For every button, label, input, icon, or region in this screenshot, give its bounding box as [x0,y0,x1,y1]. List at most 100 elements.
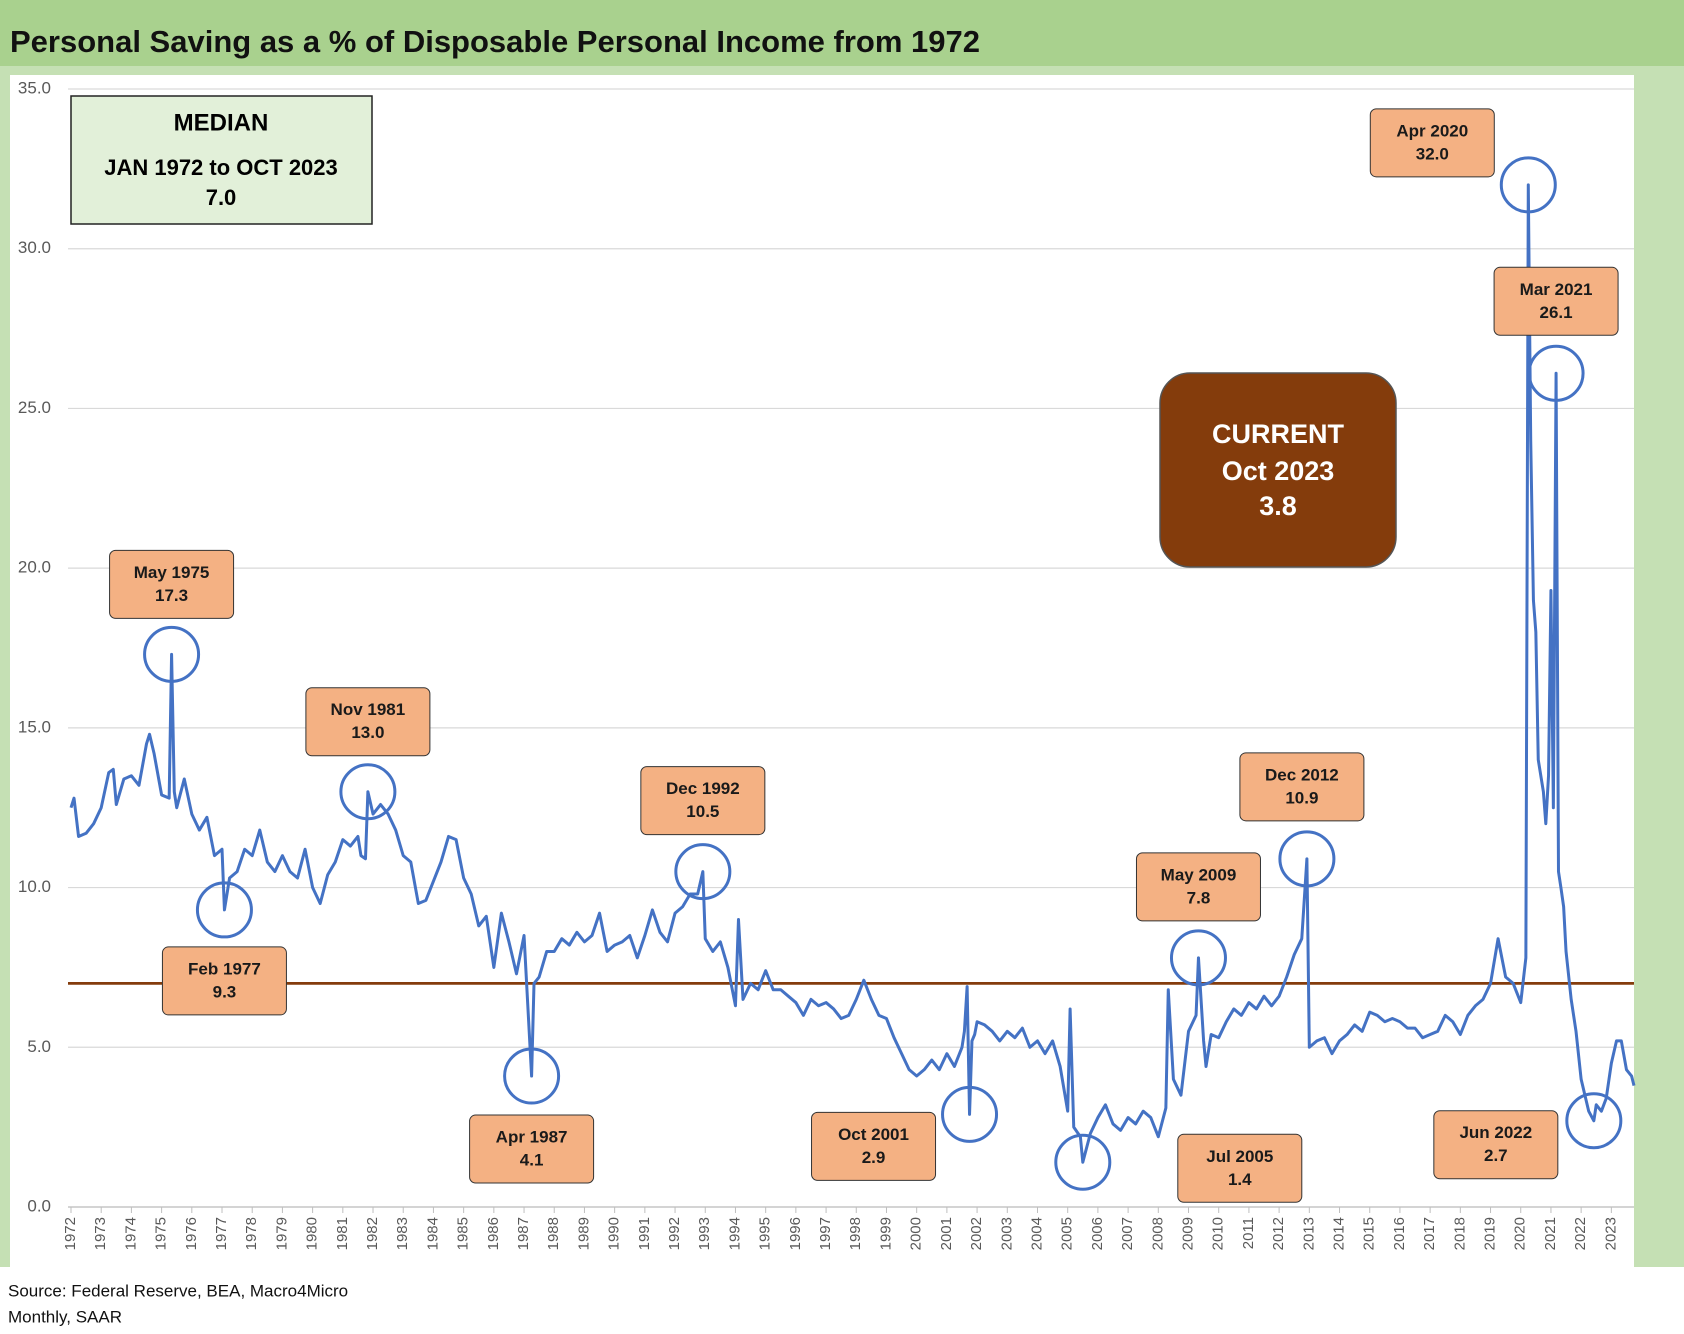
x-tick-label: 2018 [1451,1217,1468,1250]
x-tick-label: 1983 [394,1217,411,1250]
callout-value: 10.5 [686,802,719,821]
highlight-circle [1565,1092,1623,1150]
callout-value: 2.9 [862,1148,886,1167]
x-tick-label: 1977 [213,1217,230,1250]
highlight-circle [1169,929,1227,987]
callout-value: 32.0 [1416,144,1449,163]
callout-label: May 2009 [1161,865,1237,884]
x-tick-label: 2023 [1602,1217,1619,1250]
source: Source: Federal Reserve, BEA, Macro4Micr… [8,1281,348,1300]
x-tick-label: 1972 [62,1217,79,1250]
x-tick-label: 2019 [1482,1217,1499,1250]
callout-label: Apr 1987 [496,1128,568,1147]
callout-box [1369,108,1495,178]
footer [0,1267,1684,1334]
x-tick-label: 2017 [1421,1217,1438,1250]
x-tick-label: 2007 [1119,1217,1136,1250]
callout-box [469,1114,595,1184]
x-tick-label: 1996 [787,1217,804,1250]
y-tick-label: 15.0 [18,717,51,736]
x-tick-label: 2000 [908,1217,925,1250]
callout-label: Nov 1981 [331,700,406,719]
note: Monthly, SAAR [8,1307,122,1326]
x-tick-label: 1985 [455,1217,472,1250]
x-tick-label: 1982 [364,1217,381,1250]
x-tick-label: 1989 [575,1217,592,1250]
x-tick-label: 2021 [1542,1217,1559,1250]
x-tick-label: 2004 [1028,1217,1045,1250]
y-tick-label: 5.0 [27,1037,51,1056]
x-tick-label: 1990 [606,1217,623,1250]
callout-value: 9.3 [213,982,237,1001]
x-tick-label: 2012 [1270,1217,1287,1250]
y-tick-label: 30.0 [18,238,51,257]
callout-value: 17.3 [155,586,188,605]
x-tick-label: 2016 [1391,1217,1408,1250]
x-tick-label: 1987 [515,1217,532,1250]
x-tick-label: 1973 [92,1217,109,1250]
x-tick-label: 2001 [938,1217,955,1250]
x-tick-label: 2015 [1361,1217,1378,1250]
current-title: CURRENT [1212,419,1345,449]
x-tick-label: 1994 [726,1217,743,1250]
x-tick-label: 1999 [877,1217,894,1250]
callout-value: 26.1 [1540,303,1573,322]
x-tick-label: 1995 [757,1217,774,1250]
x-tick-label: 2020 [1512,1217,1529,1250]
x-tick-label: 1988 [545,1217,562,1250]
x-tick-label: 2005 [1059,1217,1076,1250]
callout-value: 13.0 [351,723,384,742]
x-tick-label: 2014 [1330,1217,1347,1250]
callout-label: Oct 2001 [838,1125,909,1144]
x-tick-label: 1974 [122,1217,139,1250]
x-tick-label: 1993 [696,1217,713,1250]
callout-value: 7.8 [1187,888,1211,907]
x-tick-label: 2006 [1089,1217,1106,1250]
x-tick-label: 2013 [1300,1217,1317,1250]
callout-box [811,1111,937,1181]
median-title: MEDIAN [174,109,269,136]
callout-label: Apr 2020 [1396,121,1468,140]
x-tick-label: 2011 [1240,1217,1257,1249]
callout-box [1433,1110,1559,1180]
highlight-circle [1499,156,1557,214]
x-tick-label: 1992 [666,1217,683,1250]
callout-label: Feb 1977 [188,959,261,978]
highlight-circle [1278,830,1336,888]
current-value: 3.8 [1259,491,1297,521]
x-tick-label: 2022 [1572,1217,1589,1250]
highlight-circle [674,843,732,901]
x-tick-label: 1980 [304,1217,321,1250]
chart-title: Personal Saving as a % of Disposable Per… [10,24,980,59]
median-box [70,95,373,225]
callout-box [1177,1133,1303,1203]
x-tick-label: 1976 [183,1217,200,1250]
median-period: JAN 1972 to OCT 2023 [104,155,338,180]
current-period: Oct 2023 [1222,456,1335,486]
x-tick-label: 2002 [968,1217,985,1250]
highlight-circle [339,763,397,821]
callout-label: Jun 2022 [1459,1123,1532,1142]
callout-box [109,549,235,619]
highlight-circle [941,1085,999,1143]
callout-box [1239,752,1365,822]
x-tick-label: 1975 [153,1217,170,1250]
x-tick-label: 2003 [998,1217,1015,1250]
highlight-circle [1054,1133,1112,1191]
y-tick-label: 10.0 [18,877,51,896]
callout-box [1493,266,1619,336]
callout-label: May 1975 [134,563,210,582]
callout-box [640,766,766,836]
callout-label: Mar 2021 [1520,280,1593,299]
highlight-circle [503,1047,561,1105]
x-tick-label: 2008 [1149,1217,1166,1250]
highlight-circle [143,625,201,683]
callout-label: Dec 2012 [1265,765,1339,784]
callout-box [161,946,287,1016]
x-tick-label: 1986 [485,1217,502,1250]
x-tick-label: 2010 [1210,1217,1227,1250]
plot-area [10,75,1634,1267]
callout-box [305,687,431,757]
y-tick-label: 25.0 [18,398,51,417]
y-tick-label: 20.0 [18,558,51,577]
